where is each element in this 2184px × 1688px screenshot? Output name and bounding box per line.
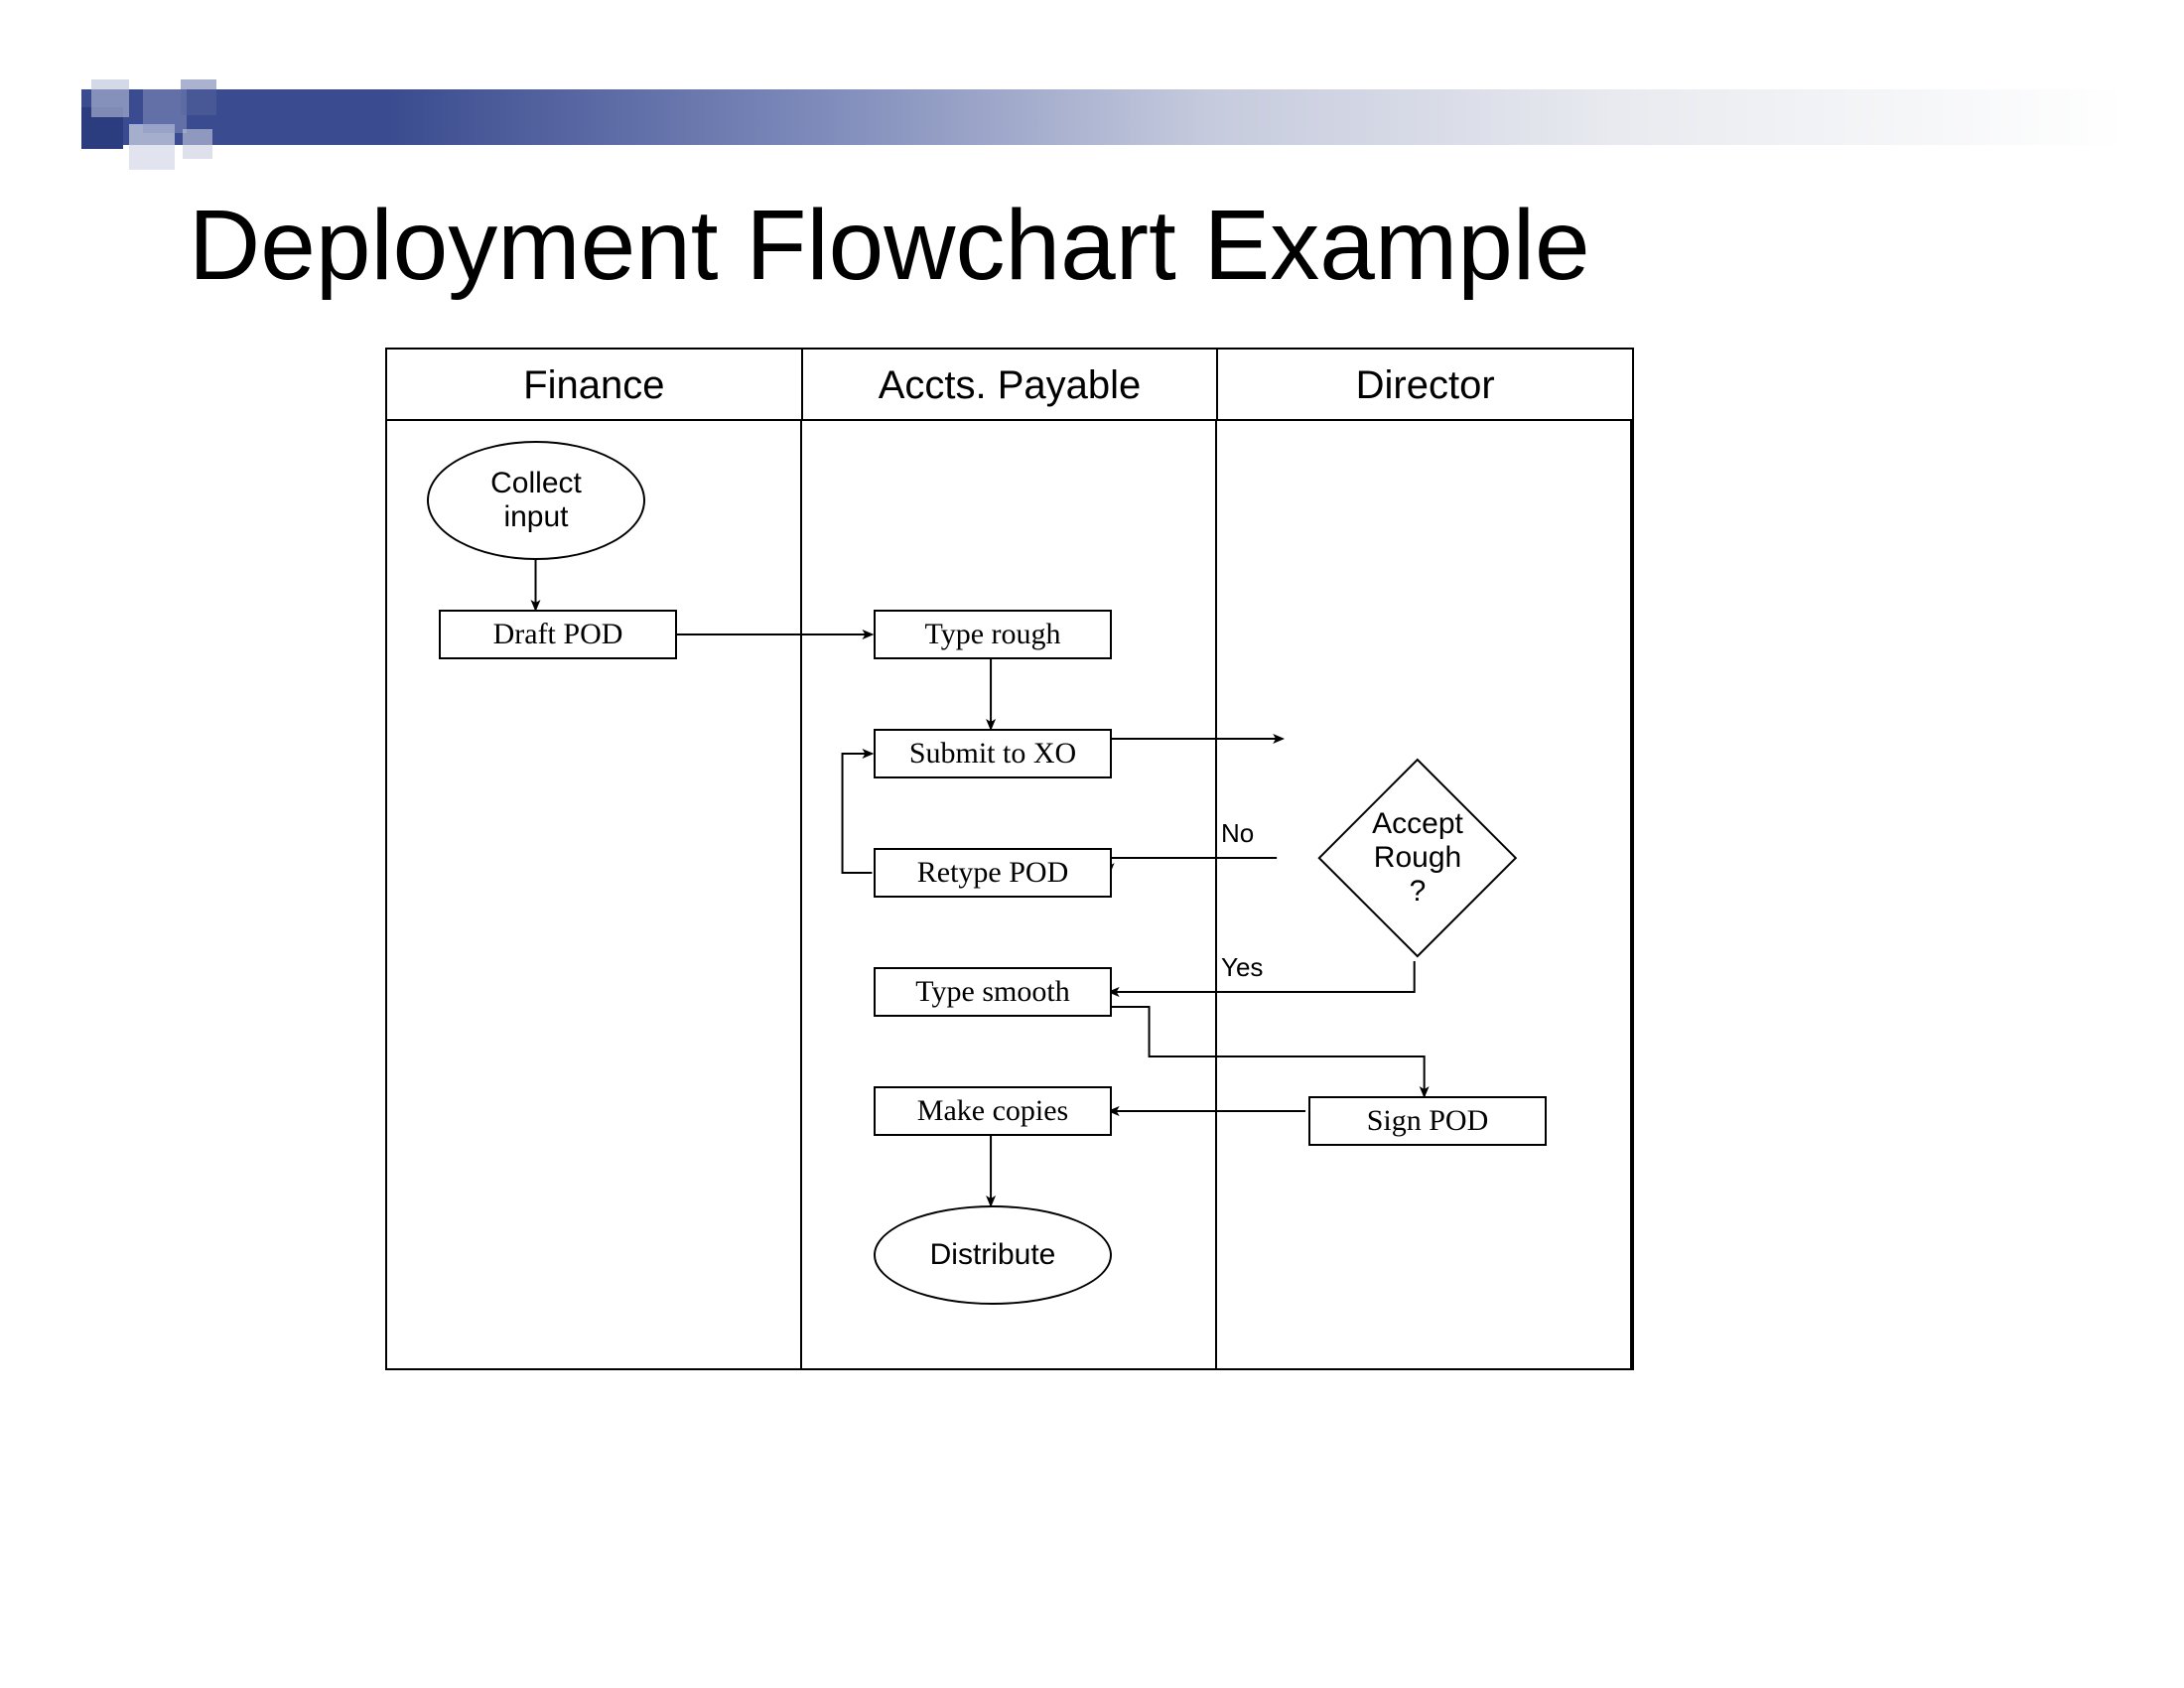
header-decoration-squares	[81, 79, 280, 189]
swimlane-body: Collect input Draft POD Type rough Submit t…	[387, 421, 1632, 1370]
node-signpod: Sign POD	[1308, 1096, 1547, 1146]
swimlane-finance	[387, 421, 802, 1370]
edge-label-e7: Yes	[1221, 952, 1263, 983]
node-typerough: Type rough	[874, 610, 1112, 659]
swimlane-header-accts-payable: Accts. Payable	[803, 350, 1219, 419]
node-retype: Retype POD	[874, 848, 1112, 898]
node-collect: Collect input	[427, 441, 645, 560]
node-distribute: Distribute	[874, 1205, 1112, 1305]
page-title: Deployment Flowchart Example	[189, 189, 1590, 303]
deco-square	[181, 79, 216, 115]
node-draft: Draft POD	[439, 610, 677, 659]
node-label: Accept Rough ?	[1318, 759, 1517, 957]
swimlane-header-finance: Finance	[387, 350, 803, 419]
flowchart-container: Finance Accts. Payable Director Collect …	[385, 348, 1634, 1370]
header-gradient-bar	[81, 89, 2126, 145]
deco-square	[183, 129, 212, 159]
node-makecopies: Make copies	[874, 1086, 1112, 1136]
node-submit: Submit to XO	[874, 729, 1112, 778]
swimlane-header-row: Finance Accts. Payable Director	[387, 350, 1632, 421]
node-accept: Accept Rough ?	[1318, 759, 1517, 957]
deco-square	[91, 79, 129, 117]
swimlane-header-director: Director	[1218, 350, 1632, 419]
node-typesmooth: Type smooth	[874, 967, 1112, 1017]
edge-label-e5: No	[1221, 818, 1254, 849]
